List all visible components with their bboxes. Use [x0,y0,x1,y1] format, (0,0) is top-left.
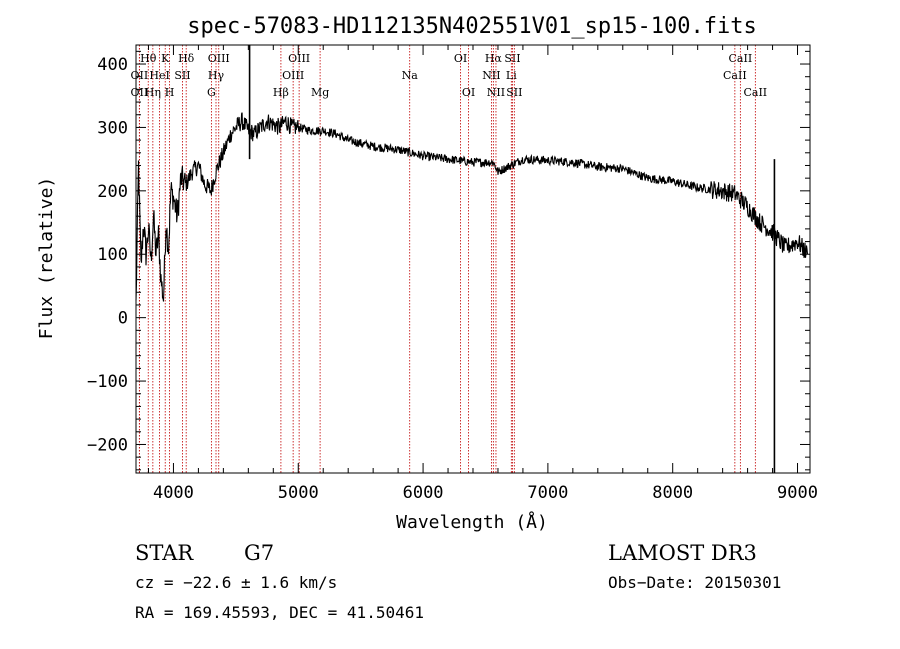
y-tick-label: 0 [118,309,128,329]
spectral-line-label: NII [487,86,505,99]
spectral-line-label: Hδ [178,52,195,65]
spectral-line-label: CaII [723,69,747,82]
x-tick-label: 4000 [153,483,194,503]
object-subclass: G7 [244,541,274,565]
spectral-line-label: Hθ [140,52,157,65]
spectral-line-label: Hγ [208,69,225,82]
spectral-line-label: HeI [149,69,169,82]
spectral-line-label: SII [174,69,190,82]
x-tick-label: 6000 [403,483,444,503]
chart-title: spec-57083-HD112135N402551V01_sp15-100.f… [187,14,757,39]
spectral-line-label: OIII [288,52,310,65]
spectral-line-label: CaII [729,52,753,65]
spectral-line-label: Hα [485,52,503,65]
spectral-line-label: H [165,86,175,99]
x-axis: 4000 5000 6000 7000 8000 9000 [147,45,818,503]
redshift-text: cz = −22.6 ± 1.6 km/s [135,573,337,592]
y-axis: −200 −100 0 100 200 300 400 [87,50,810,471]
spectral-line-label: OIII [208,52,230,65]
y-axis-label: Flux (relative) [36,177,57,340]
spectral-line-label: Hη [145,86,161,99]
x-tick-label: 5000 [278,483,319,503]
flux-series [135,45,809,473]
y-tick-label: 300 [97,118,128,138]
spectral-line-label: G [207,86,216,99]
plot-frame [135,44,811,474]
y-tick-label: 400 [97,55,128,75]
spectral-line-label: OI [454,52,467,65]
spectral-line-label: Na [402,69,419,82]
spectral-line-label: OII [131,86,149,99]
spectral-line-label: NII [482,69,500,82]
spectral-line-label: K [161,52,170,65]
obs-date: Obs−Date: 20150301 [608,573,781,592]
spectral-line-label: CaII [743,86,767,99]
flux-line [135,112,809,302]
spectral-line-label: SII [504,52,520,65]
x-tick-label: 8000 [652,483,693,503]
spectral-line-label: OI [462,86,475,99]
x-tick-label: 7000 [527,483,568,503]
coordinates: RA = 169.45593, DEC = 41.50461 [135,603,424,622]
object-class: STAR [135,541,194,565]
x-tick-label: 9000 [777,483,818,503]
spectral-line-label: Li [506,69,517,82]
y-tick-label: 100 [97,245,128,265]
y-tick-label: 200 [97,182,128,202]
spectral-line-label: SII [506,86,522,99]
spectral-line-label: OIII [282,69,304,82]
spectral-line-label: Hβ [273,86,289,99]
x-axis-label: Wavelength (Å) [396,511,548,533]
y-tick-label: −100 [87,372,128,392]
y-tick-label: −200 [87,435,128,455]
survey-name: LAMOST DR3 [608,541,757,565]
spectral-line-label: Mg [311,86,329,99]
